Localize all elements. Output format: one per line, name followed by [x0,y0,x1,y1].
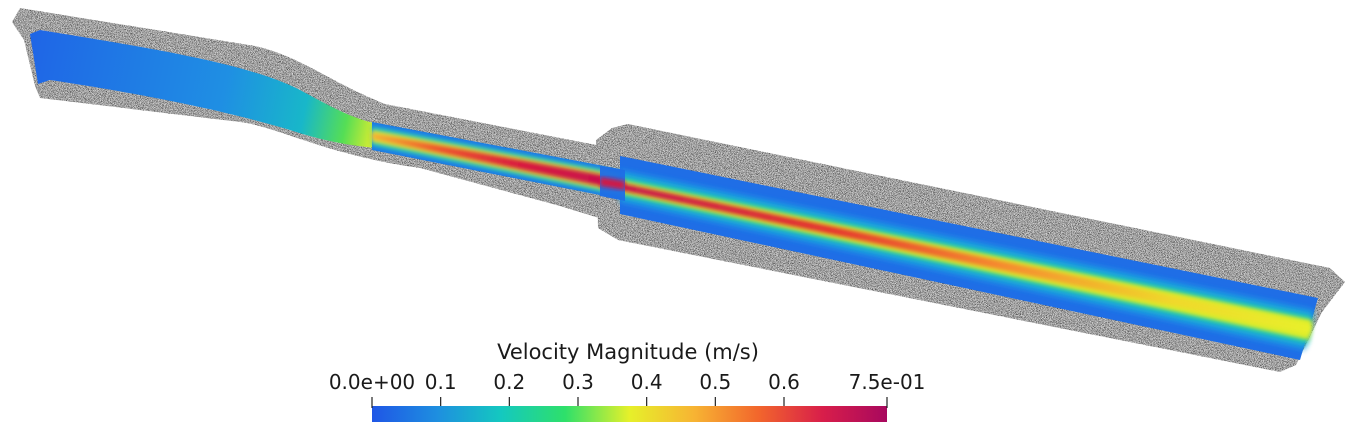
colorbar-tick-label: 0.6 [768,370,800,394]
colorbar-tick-label: 0.3 [562,370,594,394]
colorbar-tick-label: 0.4 [631,370,663,394]
colorbar-tick-label: 0.5 [699,370,731,394]
colorbar-title: Velocity Magnitude (m/s) [497,340,759,364]
colorbar-max-label: 7.5e-01 [849,370,926,394]
colorbar: Velocity Magnitude (m/s) 0.0e+00 7.5e-01… [329,340,926,422]
colorbar-ramp [372,406,887,422]
inlet-flow [30,30,378,148]
colorbar-tick-label: 0.2 [493,370,525,394]
colorbar-min-label: 0.0e+00 [329,370,415,394]
colorbar-ticks: 0.1 0.2 0.3 0.4 0.5 0.6 [425,370,800,408]
colorbar-tick-label: 0.1 [425,370,457,394]
fluid-cut-plane [30,30,1318,360]
